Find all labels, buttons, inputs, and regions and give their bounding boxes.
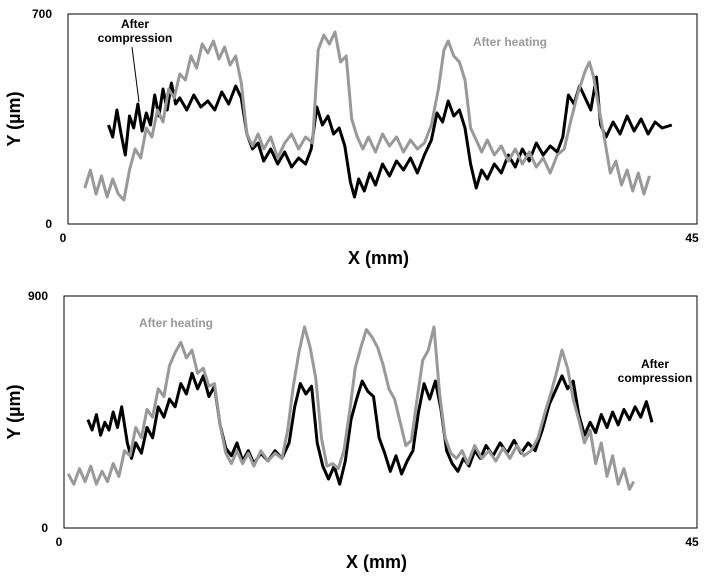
annotation: After compression (97, 17, 173, 45)
annotation: After compression (617, 357, 693, 385)
x-tick-label: 0 (56, 535, 63, 549)
y-tick-label: 900 (28, 289, 48, 303)
plot-frame (67, 13, 698, 225)
annotation: After heating (138, 316, 213, 330)
data-line (107, 75, 673, 199)
x-tick-label: 45 (685, 535, 699, 549)
x-tick-label: 45 (685, 231, 699, 245)
plot-frame (63, 295, 698, 529)
y-axis-label: Y (µm) (4, 91, 24, 146)
data-line (86, 371, 654, 486)
y-tick-label: 0 (41, 521, 48, 535)
x-axis-label: X (mm) (348, 248, 409, 268)
x-axis-label: X (mm) (346, 552, 407, 572)
y-tick-label: 700 (32, 7, 52, 21)
data-line (83, 30, 651, 202)
y-axis-label: Y (µm) (4, 384, 24, 439)
y-tick-label: 0 (45, 217, 52, 231)
annotation: After heating (472, 35, 547, 49)
annotation-arrow (131, 46, 140, 103)
data-line (66, 325, 636, 491)
x-tick-label: 0 (60, 231, 67, 245)
